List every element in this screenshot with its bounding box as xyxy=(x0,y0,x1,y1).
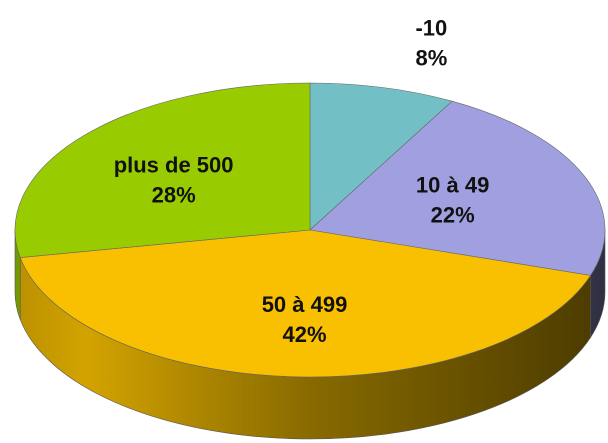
slice-value-label: 22% xyxy=(431,203,475,228)
slice-label: plus de 500 xyxy=(114,153,234,178)
slice xyxy=(19,229,592,378)
slice-value-label: 8% xyxy=(415,46,447,71)
slice xyxy=(14,82,311,258)
slice-label: 50 à 499 xyxy=(262,292,348,317)
slice-label: 10 à 49 xyxy=(416,173,489,198)
slice xyxy=(309,100,606,276)
slice xyxy=(309,82,453,231)
slice-label: -10 xyxy=(415,16,447,41)
slice-value-label: 28% xyxy=(152,183,196,208)
slice-value-label: 42% xyxy=(282,322,326,347)
